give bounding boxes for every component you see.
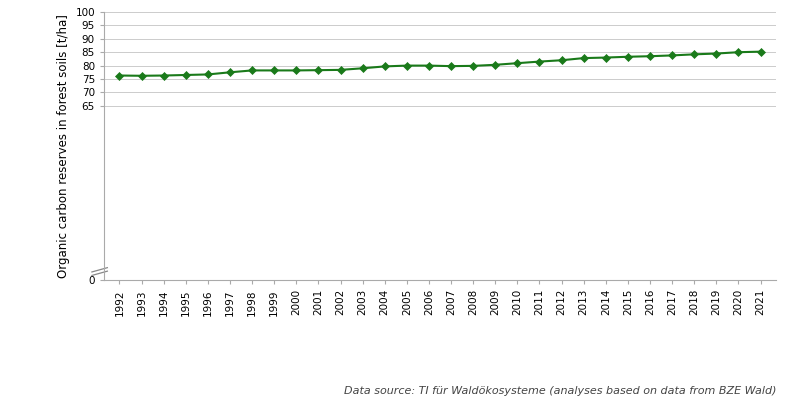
Text: Data source: TI für Waldökosysteme (analyses based on data from BZE Wald): Data source: TI für Waldökosysteme (anal… — [343, 386, 776, 396]
Y-axis label: Organic carbon reserves in forest soils [t/ha]: Organic carbon reserves in forest soils … — [57, 14, 70, 278]
